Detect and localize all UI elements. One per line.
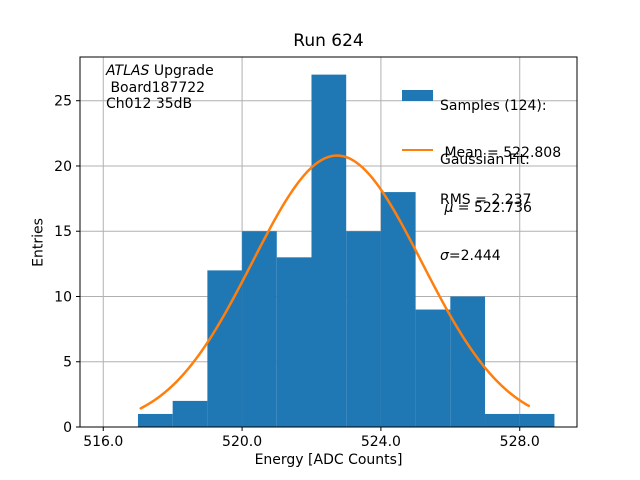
tick-marks	[76, 100, 521, 431]
histogram-bar	[380, 192, 416, 427]
annotation-line-experiment: ATLAS Upgrade	[106, 63, 214, 80]
histogram-bar	[311, 74, 347, 427]
experiment-name: ATLAS	[106, 63, 150, 79]
y-tick-label: 15	[54, 224, 72, 240]
legend-fit-label: Gaussian Fit: μ = 522.736 σ=2.444	[440, 120, 532, 296]
legend-samples-swatch	[402, 90, 433, 101]
histogram-bar	[519, 413, 555, 427]
sigma-symbol: σ	[440, 248, 449, 264]
x-tick-label: 520.0	[222, 434, 262, 450]
histogram-bar	[276, 257, 312, 427]
legend-fit-sigma: σ=2.444	[440, 248, 532, 264]
mu-value: = 522.736	[453, 200, 532, 216]
gaussian-fit-curve	[139, 154, 531, 410]
chart-title: Run 624	[293, 31, 364, 51]
mu-symbol: μ	[440, 200, 454, 216]
histogram-bars	[137, 74, 555, 427]
experiment-suffix: Upgrade	[149, 63, 214, 79]
legend-fit-swatch	[402, 148, 433, 152]
legend-samples-title: Samples (124):	[440, 98, 547, 115]
axes-frame	[79, 56, 578, 428]
x-axis-label: Energy [ADC Counts]	[254, 452, 403, 468]
legend-samples-rms: RMS = 2.237	[440, 191, 532, 208]
legend-fit-mu: μ = 522.736	[440, 200, 532, 216]
x-tick-label: 528.0	[500, 434, 540, 450]
annotation-block: ATLAS Upgrade Board187722 Ch012 35dB	[106, 63, 214, 113]
histogram-bar	[415, 309, 451, 427]
annotation-line-board: Board187722	[106, 79, 206, 96]
annotation-line-channel: Ch012 35dB	[106, 96, 193, 112]
histogram-bar	[242, 231, 277, 427]
histogram-bar	[485, 413, 520, 427]
y-tick-label: 0	[63, 420, 72, 436]
y-axis-label: Entries	[30, 218, 47, 267]
legend-samples-mean: Mean = 522.808	[440, 144, 562, 161]
histogram-bar	[137, 413, 173, 427]
legend-fit-title: Gaussian Fit:	[440, 152, 530, 168]
x-tick-label: 524.0	[361, 434, 401, 450]
y-tick-label: 5	[63, 355, 72, 371]
sigma-value: =2.444	[448, 248, 501, 264]
histogram-bar	[207, 270, 243, 427]
histogram-bar	[172, 400, 208, 427]
y-tick-label: 25	[54, 94, 72, 110]
x-tick-label: 516.0	[83, 434, 123, 450]
y-tick-label: 20	[54, 159, 72, 175]
y-tick-label: 10	[54, 289, 72, 305]
tick-labels: 516.0 520.0 524.0 528.0 0 5 10 15 20 25	[54, 94, 540, 450]
histogram-bar	[346, 231, 381, 427]
legend-samples-label: Samples (124): Mean = 522.808 RMS = 2.23…	[440, 68, 561, 240]
